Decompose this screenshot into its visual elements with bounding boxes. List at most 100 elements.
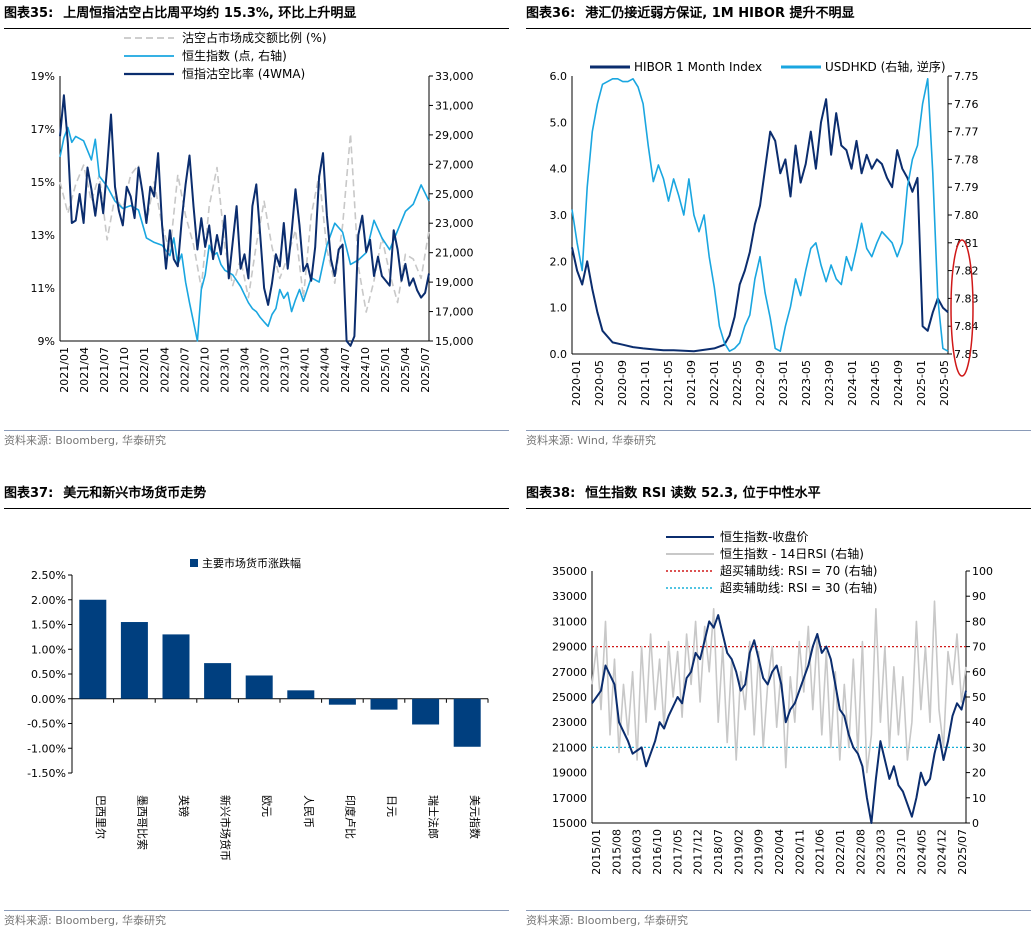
x-tick-label: 2023-05: [800, 360, 813, 406]
category-label: 瑞士法郎: [427, 795, 441, 839]
y-left-tick-label: 13%: [31, 229, 55, 242]
panel-title: 图表35: 上周恒指沽空占比周平均约 15.3%, 环比上升明显: [4, 0, 509, 29]
panel-36: 图表36: 港汇仍接近弱方保证, 1M HIBOR 提升不明显 6.0 5.0 4.0…: [526, 0, 1031, 460]
x-tick-label: 2023/01: [218, 347, 231, 393]
y-right-tick-label: 60: [972, 666, 986, 679]
y-left-tick-label: 3.0: [550, 209, 568, 222]
source-note: 资料来源: Bloomberg, 华泰研究: [4, 910, 509, 931]
y-right-tick-label: 7.79: [954, 181, 979, 194]
category-label: 巴西里尔: [94, 795, 107, 839]
bar: [120, 622, 148, 699]
bar: [412, 698, 440, 725]
x-tick-label: 2021/07: [98, 347, 111, 393]
x-tick-label: 2016/10: [651, 829, 664, 875]
y-right-tick-label: 30: [972, 741, 986, 754]
y-right-tick-label: 7.75: [954, 70, 979, 83]
x-tick-label: 2025-01: [915, 360, 928, 406]
x-tick-label: 2025/07: [419, 347, 432, 393]
y-tick-label: 0.50%: [31, 668, 66, 681]
bar: [245, 675, 273, 699]
y-left-tick-label: 1.0: [550, 302, 568, 315]
series-line-sky: [571, 77, 949, 353]
y-left-tick-label: 19000: [552, 767, 587, 780]
y-tick-label: 1.50%: [31, 619, 66, 632]
chart-36: 6.0 5.0 4.0 3.0 2.0 1.0 0.0 7.75 7.76 7.77 7.78 7.7…: [550, 59, 979, 406]
x-tick-label: 2023/04: [239, 347, 252, 393]
category-label: 欧元: [260, 795, 273, 817]
y-right-tick-label: 17,000: [435, 306, 474, 319]
panel-37: 图表37: 美元和新兴市场货币走势 2.50% 2.00% 1.50% 1.00% 0.5…: [4, 480, 509, 940]
y-right-tick-label: 7.84: [954, 320, 979, 333]
panel-title: 图表36: 港汇仍接近弱方保证, 1M HIBOR 提升不明显: [526, 0, 1031, 29]
x-tick-label: 2020/11: [793, 829, 806, 875]
source-note: 资料来源: Bloomberg, 华泰研究: [4, 430, 509, 451]
chart-37: 2.50% 2.00% 1.50% 1.00% 0.50% 0.00% -0.50% -1.0…: [27, 556, 489, 861]
category-label: 新兴市场货币: [219, 795, 233, 861]
y-left-tick-label: 6.0: [550, 70, 568, 83]
y-left-tick-label: 29000: [552, 641, 587, 654]
bar: [287, 690, 315, 699]
legend-label: 主要市场货币涨跌幅: [202, 556, 301, 570]
y-right-tick-label: 7.83: [954, 292, 979, 305]
x-tick-label: 2022/07: [178, 347, 191, 393]
y-right-tick-label: 7.76: [954, 98, 979, 111]
x-tick-label: 2018/07: [712, 829, 725, 875]
bar: [162, 634, 190, 699]
bar: [328, 698, 356, 705]
y-left-tick-label: 31000: [552, 615, 587, 628]
x-tick-label: 2020-01: [570, 360, 583, 406]
y-left-tick-label: 0.0: [550, 348, 568, 361]
x-tick-label: 2017/05: [671, 829, 684, 875]
y-tick-label: -1.50%: [27, 767, 66, 780]
x-tick-label: 2015/08: [610, 829, 623, 875]
y-tick-label: 1.00%: [31, 643, 66, 656]
legend-label: 沽空占市场成交额比例 (%): [182, 30, 327, 45]
x-tick-label: 2021/01: [58, 347, 71, 393]
x-tick-label: 2023-09: [823, 360, 836, 406]
category-label: 墨西哥比索: [135, 795, 149, 850]
x-tick-label: 2022/04: [158, 347, 171, 393]
highlight-ellipse: [950, 239, 974, 377]
panel-title: 图表38: 恒生指数 RSI 读数 52.3, 位于中性水平: [526, 480, 1031, 509]
y-right-tick-label: 7.78: [954, 153, 979, 166]
y-right-tick-label: 15,000: [435, 335, 474, 348]
legend-label: 恒生指数 (点, 右轴): [182, 48, 287, 63]
legend-label: 恒生指数-收盘价: [720, 529, 808, 544]
x-tick-label: 2015/01: [590, 829, 603, 875]
category-label: 印度卢比: [343, 795, 357, 839]
category-label: 人民币: [302, 795, 315, 828]
x-tick-label: 2024/07: [339, 347, 352, 393]
y-right-tick-label: 10: [972, 792, 986, 805]
y-left-tick-label: 9%: [38, 335, 55, 348]
series-line-gray: [591, 600, 967, 774]
x-tick-label: 2021-05: [662, 360, 675, 406]
y-right-tick-label: 31,000: [435, 99, 474, 112]
panel-title: 图表37: 美元和新兴市场货币走势: [4, 480, 509, 509]
y-left-tick-label: 25000: [552, 691, 587, 704]
bar: [204, 663, 232, 699]
series-line-navy: [59, 94, 430, 347]
bar: [370, 698, 398, 710]
y-right-tick-label: 27,000: [435, 158, 474, 171]
y-tick-label: -1.00%: [27, 742, 66, 755]
x-tick-label: 2023/10: [279, 347, 292, 393]
source-note: 资料来源: Bloomberg, 华泰研究: [526, 910, 1031, 931]
y-left-tick-label: 4.0: [550, 163, 568, 176]
chart-35: 19% 17% 15% 13% 11% 9% 33,000 31,000 29,000 27,00…: [31, 30, 474, 393]
legend-label: USDHKD (右轴, 逆序): [825, 59, 946, 74]
y-right-tick-label: 29,000: [435, 129, 474, 142]
y-left-tick-label: 2.0: [550, 255, 568, 268]
panel-38: 图表38: 恒生指数 RSI 读数 52.3, 位于中性水平 35000 33000…: [526, 480, 1031, 940]
legend-label: 超买辅助线: RSI = 70 (右轴): [720, 563, 877, 578]
x-tick-label: 2022/08: [854, 829, 867, 875]
category-label: 美元指数: [468, 795, 482, 839]
y-right-tick-label: 90: [972, 590, 986, 603]
y-right-tick-label: 23,000: [435, 217, 474, 230]
y-left-tick-label: 5.0: [550, 116, 568, 129]
x-tick-label: 2017/12: [692, 829, 705, 875]
x-tick-label: 2022/01: [834, 829, 847, 875]
y-right-tick-label: 7.82: [954, 265, 979, 278]
chart-38: 35000 33000 31000 29000 27000 25000 23000 21000…: [552, 529, 993, 875]
y-right-tick-label: 7.85: [954, 348, 979, 361]
y-left-tick-label: 17000: [552, 792, 587, 805]
